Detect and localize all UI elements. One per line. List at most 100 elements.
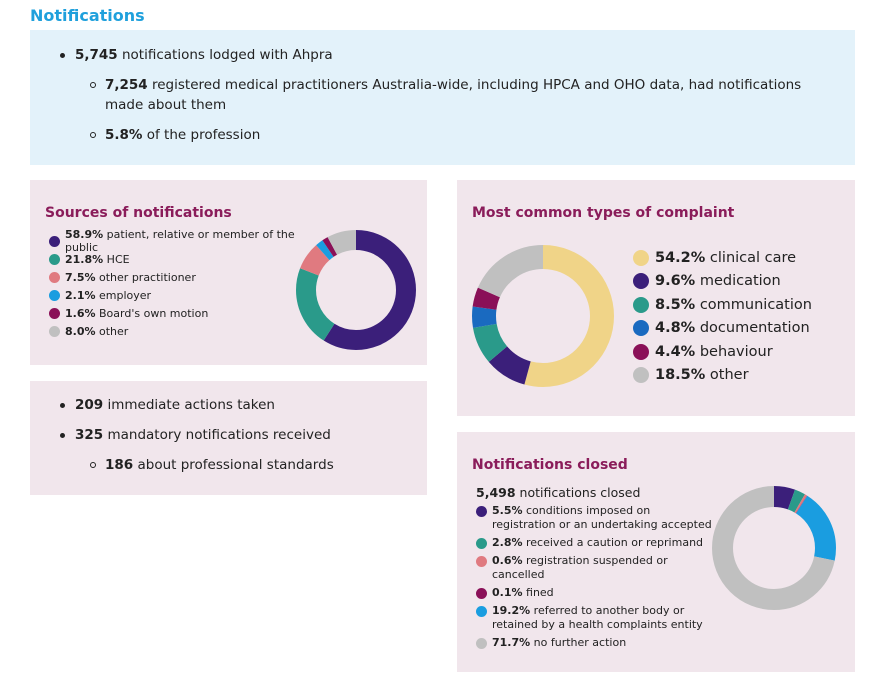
legend-item: 0.1% fined	[476, 586, 716, 600]
sources-title: Sources of notifications	[45, 205, 232, 221]
legend-text: documentation	[695, 320, 810, 337]
legend-item: 19.2% referred to another body or retain…	[476, 604, 716, 632]
legend-swatch	[49, 235, 60, 247]
legend-item: 58.9% patient, relative or member of the…	[49, 228, 329, 254]
legend-item: 54.2% clinical care	[633, 246, 848, 270]
legend-value: 0.1%	[492, 586, 523, 599]
notifications-closed-donut-chart	[712, 486, 836, 610]
legend-label: 9.6% medication	[655, 273, 781, 289]
legend-value: 0.6%	[492, 554, 523, 567]
professional-standards-item: 186 about professional standards	[90, 455, 415, 475]
donut-slice	[712, 486, 836, 610]
label: about professional standards	[133, 457, 334, 473]
legend-value: 58.9%	[65, 228, 104, 241]
legend-item: 8.5% communication	[633, 293, 848, 317]
summary-panel: 5,745 notifications lodged with Ahpra 7,…	[30, 30, 855, 165]
legend-label: 7.5% other practitioner	[65, 271, 196, 284]
legend-value: 4.4%	[655, 343, 696, 360]
notifications-closed-title: Notifications closed	[472, 457, 628, 473]
legend-swatch	[49, 289, 60, 301]
legend-label: 8.5% communication	[655, 297, 812, 313]
summary-item-profession: 5.8% of the profession	[90, 125, 825, 145]
legend-swatch	[476, 506, 487, 517]
legend-value: 5.5%	[492, 504, 523, 517]
legend-text: behaviour	[695, 343, 773, 360]
value: 186	[105, 457, 134, 473]
notifications-closed-legend: 5.5% conditions imposed on registration …	[476, 504, 716, 654]
legend-item: 0.6% registration suspended or cancelled	[476, 554, 716, 582]
legend-item: 21.8% HCE	[49, 250, 329, 268]
legend-text: clinical care	[705, 249, 797, 266]
legend-item: 4.4% behaviour	[633, 340, 848, 364]
legend-item: 2.8% received a caution or reprimand	[476, 536, 716, 550]
legend-swatch	[476, 588, 487, 599]
legend-swatch	[49, 253, 60, 265]
legend-swatch	[633, 367, 649, 384]
legend-text: other practitioner	[95, 270, 196, 284]
legend-swatch	[633, 320, 649, 337]
legend-item: 5.5% conditions imposed on registration …	[476, 504, 716, 532]
legend-item: 4.8% documentation	[633, 317, 848, 341]
notifications-closed-subtitle: 5,498 notifications closed	[476, 485, 640, 500]
legend-value: 54.2%	[655, 249, 706, 266]
legend-value: 2.1%	[65, 288, 96, 302]
legend-swatch	[476, 556, 487, 567]
donut-slice	[296, 230, 416, 350]
legend-value: 4.8%	[655, 320, 696, 337]
legend-item: 2.1% employer	[49, 286, 329, 304]
legend-text: no further action	[530, 636, 627, 649]
sources-legend: 58.9% patient, relative or member of the…	[49, 228, 329, 340]
legend-text: other	[705, 367, 749, 384]
legend-swatch	[633, 249, 649, 266]
legend-value: 9.6%	[655, 273, 696, 290]
sources-panel: Sources of notifications 58.9% patient, …	[30, 180, 427, 365]
legend-item: 18.5% other	[633, 364, 848, 388]
legend-text: registration suspended or cancelled	[492, 554, 668, 581]
legend-text: conditions imposed on registration or an…	[492, 504, 712, 531]
legend-label: 19.2% referred to another body or retain…	[492, 604, 716, 632]
legend-item: 1.6% Board's own motion	[49, 304, 329, 322]
complaint-types-title: Most common types of complaint	[472, 205, 735, 221]
label: notifications lodged with Ahpra	[117, 47, 333, 63]
legend-text: referred to another body or retained by …	[492, 604, 703, 631]
legend-item: 8.0% other	[49, 322, 329, 340]
legend-value: 1.6%	[65, 306, 96, 320]
legend-text: Board's own motion	[95, 306, 209, 320]
value: 5.8%	[105, 127, 143, 143]
legend-swatch	[49, 325, 60, 337]
legend-label: 8.0% other	[65, 325, 128, 338]
legend-value: 8.5%	[655, 296, 696, 313]
mandatory-notifications-item: 325 mandatory notifications received	[60, 425, 415, 445]
value: 5,745	[75, 47, 118, 63]
label: notifications closed	[515, 485, 641, 500]
legend-swatch	[476, 538, 487, 549]
donut-slice	[712, 486, 836, 610]
complaint-types-donut-chart	[472, 245, 614, 387]
legend-swatch	[49, 307, 60, 319]
legend-text: received a caution or reprimand	[522, 536, 704, 549]
legend-label: 5.5% conditions imposed on registration …	[492, 504, 716, 532]
legend-label: 4.4% behaviour	[655, 344, 773, 360]
legend-label: 2.1% employer	[65, 289, 151, 302]
legend-text: employer	[95, 288, 152, 302]
label: mandatory notifications received	[103, 427, 331, 443]
donut-slice	[296, 230, 416, 350]
immediate-actions-item: 209 immediate actions taken	[60, 395, 415, 415]
notifications-closed-panel: Notifications closed 5,498 notifications…	[457, 432, 855, 672]
legend-swatch	[476, 606, 487, 617]
value: 7,254	[105, 77, 148, 93]
value: 209	[75, 397, 104, 413]
legend-text: fined	[522, 586, 554, 599]
legend-value: 8.0%	[65, 324, 96, 338]
summary-item-practitioners: 7,254 registered medical practitioners A…	[90, 75, 825, 115]
legend-value: 19.2%	[492, 604, 531, 617]
legend-label: 21.8% HCE	[65, 253, 130, 266]
label: of the profession	[142, 127, 261, 143]
legend-label: 54.2% clinical care	[655, 250, 796, 266]
legend-value: 2.8%	[492, 536, 523, 549]
legend-swatch	[49, 271, 60, 283]
complaint-types-panel: Most common types of complaint 54.2% cli…	[457, 180, 855, 416]
legend-label: 0.1% fined	[492, 586, 554, 600]
legend-text: communication	[695, 296, 812, 313]
donut-slice	[472, 245, 614, 387]
